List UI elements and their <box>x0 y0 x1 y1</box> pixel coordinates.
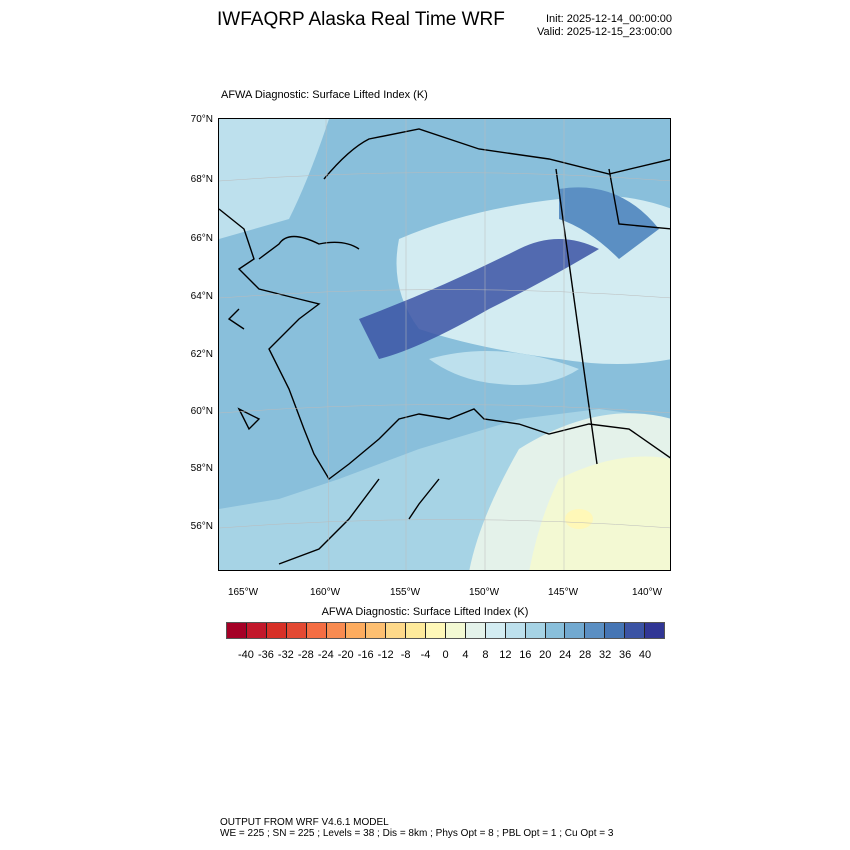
lifted-index-map <box>219 119 670 570</box>
field-range <box>359 239 599 359</box>
field-gulf-low <box>529 456 670 570</box>
colorbar-box <box>406 623 427 638</box>
colorbar-box <box>625 623 646 638</box>
lat-label: 60°N <box>190 406 213 417</box>
colorbar-label: 12 <box>499 649 512 661</box>
colorbar-label: 4 <box>462 649 469 661</box>
colorbar-label: -16 <box>357 649 374 661</box>
field-min <box>565 509 593 529</box>
lon-label: 165°W <box>227 587 259 598</box>
init-time: Init: 2025-12-14_00:00:00 <box>546 13 672 25</box>
colorbar-title: AFWA Diagnostic: Surface Lifted Index (K… <box>321 606 529 618</box>
colorbar-box <box>306 623 327 638</box>
colorbar-box <box>485 623 506 638</box>
colorbar-box <box>246 623 267 638</box>
colorbar-label: -12 <box>377 649 394 661</box>
colorbar-box <box>326 623 347 638</box>
colorbar-box <box>227 623 247 638</box>
colorbar-label: 24 <box>559 649 572 661</box>
lat-label: 64°N <box>190 291 213 302</box>
colorbar-label: -8 <box>400 649 411 661</box>
lon-label: 145°W <box>547 587 579 598</box>
colorbar-box <box>386 623 407 638</box>
model-config: WE = 225 ; SN = 225 ; Levels = 38 ; Dis … <box>220 828 614 839</box>
lat-label: 58°N <box>190 463 213 474</box>
colorbar-label: 16 <box>519 649 532 661</box>
colorbar-box <box>426 623 446 638</box>
colorbar-label: -28 <box>297 649 314 661</box>
colorbar-label: 8 <box>482 649 489 661</box>
plot-title: IWFAQRP Alaska Real Time WRF <box>217 9 505 30</box>
colorbar <box>226 622 665 639</box>
time-info: Init: 2025-12-14_00:00:00 Valid: 2025-12… <box>537 13 672 39</box>
colorbar-box <box>346 623 367 638</box>
map-panel <box>218 118 671 571</box>
colorbar-box <box>445 623 466 638</box>
colorbar-label: -32 <box>277 649 294 661</box>
colorbar-box <box>525 623 546 638</box>
colorbar-label: -40 <box>238 649 254 661</box>
field-subtitle: AFWA Diagnostic: Surface Lifted Index (K… <box>221 89 428 101</box>
colorbar-label: -24 <box>317 649 334 661</box>
colorbar-label: -20 <box>337 649 354 661</box>
colorbar-label: 28 <box>579 649 592 661</box>
colorbar-box <box>266 623 287 638</box>
colorbar-label: 0 <box>442 649 449 661</box>
colorbar-box <box>585 623 606 638</box>
lat-label: 62°N <box>190 349 213 360</box>
colorbar-label: 20 <box>539 649 552 661</box>
lon-label: 155°W <box>389 587 421 598</box>
valid-time: Valid: 2025-12-15_23:00:00 <box>537 26 672 38</box>
lat-label: 70°N <box>190 114 213 125</box>
model-info: OUTPUT FROM WRF V4.6.1 MODEL WE = 225 ; … <box>220 817 613 839</box>
graticule <box>219 119 670 570</box>
lat-label: 66°N <box>190 233 213 244</box>
colorbar-label: 36 <box>618 649 632 661</box>
colorbar-box <box>366 623 387 638</box>
field-west <box>219 119 329 239</box>
lat-label: 56°N <box>190 521 213 532</box>
colorbar-box <box>645 623 664 638</box>
colorbar-box <box>505 623 526 638</box>
colorbar-box <box>465 623 486 638</box>
lon-label: 160°W <box>309 587 341 598</box>
colorbar-box <box>565 623 586 638</box>
colorbar-label: -36 <box>257 649 274 661</box>
lon-label: 150°W <box>468 587 500 598</box>
colorbar-label: 40 <box>638 649 652 661</box>
field-basin <box>429 351 579 385</box>
lon-label: 140°W <box>631 587 663 598</box>
field-brooks <box>559 187 659 259</box>
colorbar-box <box>605 623 626 638</box>
model-version: OUTPUT FROM WRF V4.6.1 MODEL <box>220 817 389 828</box>
coastlines <box>219 128 670 565</box>
lat-label: 68°N <box>190 174 213 185</box>
colorbar-label: 32 <box>599 649 612 661</box>
colorbar-label: -4 <box>420 649 431 661</box>
colorbar-box <box>286 623 307 638</box>
colorbar-box <box>545 623 566 638</box>
